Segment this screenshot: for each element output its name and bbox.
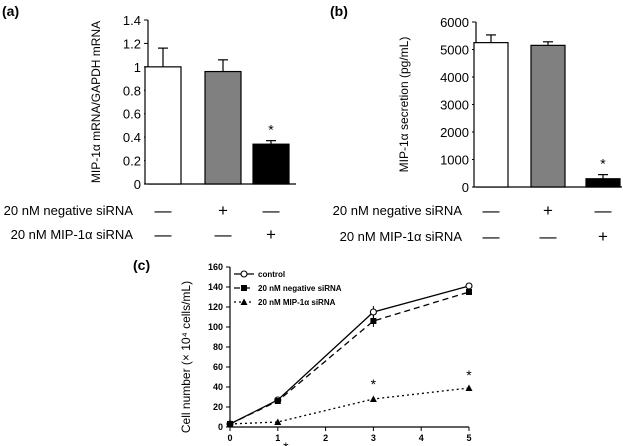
legend-label: 20 nM negative siRNA (258, 284, 342, 293)
data-point (240, 298, 248, 305)
y-tick-label: 6000 (440, 15, 469, 30)
treatment-mark: + (598, 227, 608, 246)
data-point (241, 285, 247, 291)
legend-label: control (258, 270, 285, 279)
treatment-mark: — (540, 227, 557, 246)
data-point (226, 420, 234, 427)
x-tick-label: 5 (466, 433, 471, 443)
series-line (229, 285, 470, 425)
y-tick-label: 1.2 (123, 36, 141, 51)
x-tick-label: 4 (419, 433, 424, 443)
treatment-mark: + (543, 201, 553, 220)
y-tick-label: 4000 (440, 70, 469, 85)
y-tick-label: 2000 (440, 125, 469, 140)
bar (473, 42, 509, 188)
y-tick-label: 80 (213, 342, 223, 352)
y-tick-label: 0 (134, 177, 141, 192)
y-tick-label: 0.4 (123, 130, 141, 145)
treatment-mark: + (218, 201, 228, 220)
legend-label: 20 nM MIP-1α siRNA (258, 298, 336, 307)
series-line (229, 291, 470, 425)
treatment-mark: — (483, 227, 500, 246)
treatment-mark: — (155, 201, 172, 220)
y-tick-label: 100 (208, 322, 223, 332)
y-axis-label: MIP-1α secretion (pg/mL) (397, 37, 411, 173)
bar (144, 66, 182, 185)
data-point (370, 318, 377, 324)
y-tick-label: 0.8 (123, 83, 141, 98)
y-tick-label: 0 (218, 422, 223, 432)
treatment-mark: — (215, 225, 232, 244)
treatment-mark: — (155, 225, 172, 244)
y-tick-label: 20 (213, 402, 223, 412)
y-tick-label: 0 (462, 180, 469, 195)
treatment-label: 20 nM MIP-1α siRNA (340, 229, 463, 244)
y-tick-label: 160 (208, 262, 223, 272)
data-point (466, 289, 472, 295)
bar (252, 143, 290, 185)
treatment-mark: — (483, 201, 500, 220)
y-tick-label: 1 (134, 60, 141, 75)
bar (204, 70, 242, 185)
y-tick-label: 3000 (440, 98, 469, 113)
treatment-mark: — (263, 201, 280, 220)
y-tick-label: 120 (208, 302, 223, 312)
data-point (240, 270, 248, 278)
significance-mark: * (600, 156, 606, 172)
y-axis-label: MIP-1α mRNA/GAPDH mRNA (89, 21, 103, 183)
data-point (465, 282, 473, 290)
data-point (369, 395, 377, 402)
data-point (369, 308, 377, 316)
y-axis-label: Cell number (× 10⁴ cells/mL) (179, 281, 193, 433)
treatment-label: 20 nM negative siRNA (333, 203, 463, 218)
significance-mark: * (283, 439, 289, 446)
treatment-label: 20 nM MIP-1α siRNA (11, 227, 134, 242)
treatment-mark: — (595, 201, 612, 220)
panel-label: (c) (133, 257, 150, 273)
significance-mark: * (371, 376, 377, 392)
y-tick-label: 5000 (440, 43, 469, 58)
y-tick-label: 1.4 (123, 13, 141, 28)
bar (585, 178, 621, 188)
treatment-label: 20 nM negative siRNA (4, 203, 134, 218)
bar (530, 44, 566, 188)
panel-label: (a) (2, 3, 19, 19)
x-tick-label: 2 (323, 433, 328, 443)
treatment-mark: + (266, 225, 276, 244)
x-tick-label: 0 (227, 433, 232, 443)
y-tick-label: 140 (208, 282, 223, 292)
x-tick-label: 3 (371, 433, 376, 443)
panel-label: (b) (330, 3, 348, 19)
y-tick-label: 60 (213, 362, 223, 372)
y-tick-label: 0.6 (123, 107, 141, 122)
y-tick-label: 0.2 (123, 154, 141, 169)
significance-mark: * (268, 122, 274, 138)
data-point (465, 384, 473, 391)
data-point (274, 398, 281, 404)
y-tick-label: 1000 (440, 153, 469, 168)
significance-mark: * (466, 367, 472, 383)
data-point (274, 418, 282, 425)
x-tick-label: 1 (275, 433, 280, 443)
y-tick-label: 40 (213, 382, 223, 392)
